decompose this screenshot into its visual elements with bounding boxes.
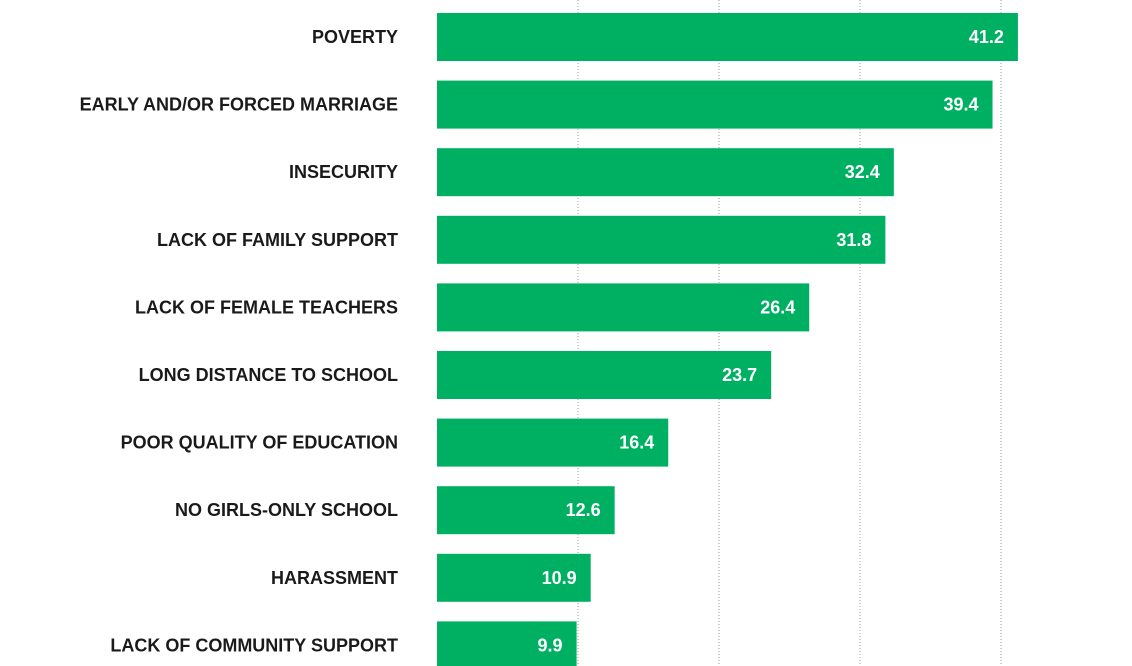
category-label-2: INSECURITY xyxy=(289,162,398,182)
category-label-0: POVERTY xyxy=(312,27,398,47)
category-label-4: LACK OF FEMALE TEACHERS xyxy=(135,297,398,317)
bar-2 xyxy=(437,148,894,197)
bar-4 xyxy=(437,283,810,332)
bar-9 xyxy=(437,621,577,666)
category-label-7: NO GIRLS-ONLY SCHOOL xyxy=(175,500,398,520)
bar-0 xyxy=(437,13,1018,61)
value-label-2: 32.4 xyxy=(845,162,880,182)
value-label-0: 41.2 xyxy=(969,27,1004,47)
category-label-3: LACK OF FAMILY SUPPORT xyxy=(157,230,398,250)
value-label-8: 10.9 xyxy=(542,568,577,588)
category-label-1: EARLY AND/OR FORCED MARRIAGE xyxy=(80,95,398,115)
value-label-9: 9.9 xyxy=(538,635,563,655)
bar-5 xyxy=(437,351,772,399)
value-label-4: 26.4 xyxy=(760,297,795,317)
bar-8 xyxy=(437,553,591,602)
labels: POVERTY 41.2 EARLY AND/OR FORCED MARRIAGE 3… xyxy=(80,27,1004,655)
value-label-5: 23.7 xyxy=(722,365,757,385)
value-label-6: 16.4 xyxy=(619,433,654,453)
category-label-5: LONG DISTANCE TO SCHOOL xyxy=(139,365,398,385)
bar-3 xyxy=(437,215,886,264)
bar-1 xyxy=(437,80,993,129)
bar-6 xyxy=(437,418,669,467)
bars xyxy=(437,13,1018,666)
category-label-8: HARASSMENT xyxy=(271,568,398,588)
bar-7 xyxy=(437,486,615,535)
value-label-3: 31.8 xyxy=(836,230,871,250)
value-label-7: 12.6 xyxy=(566,500,601,520)
category-label-6: POOR QUALITY OF EDUCATION xyxy=(121,433,398,453)
value-label-1: 39.4 xyxy=(943,95,978,115)
category-label-9: LACK OF COMMUNITY SUPPORT xyxy=(110,635,398,655)
